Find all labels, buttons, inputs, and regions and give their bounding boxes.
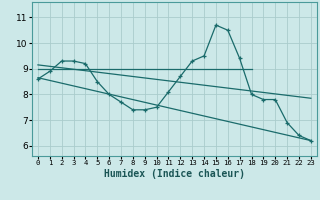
X-axis label: Humidex (Indice chaleur): Humidex (Indice chaleur) xyxy=(104,169,245,179)
